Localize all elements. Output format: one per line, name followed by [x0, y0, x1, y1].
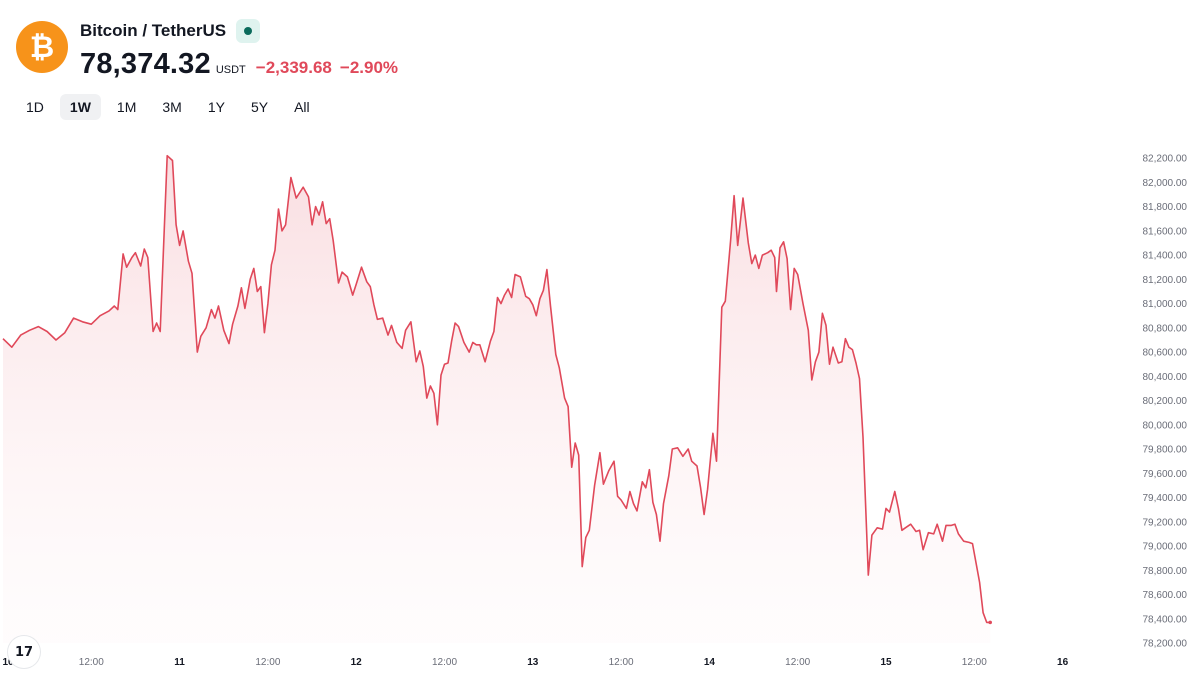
price-line[interactable] — [2, 154, 991, 624]
x-tick-time-label: 12:00 — [432, 657, 457, 668]
y-tick-label: 81,800.00 — [1143, 202, 1188, 213]
x-tick-time-label: 12:00 — [255, 657, 280, 668]
y-tick-label: 80,000.00 — [1143, 420, 1188, 431]
range-selector: 1D 1W 1M 3M 1Y 5Y All — [16, 94, 320, 120]
x-tick-day-label: 14 — [704, 657, 716, 668]
x-tick-time-label: 12:00 — [785, 657, 810, 668]
x-tick-day-label: 11 — [174, 657, 185, 668]
y-tick-label: 81,600.00 — [1143, 226, 1188, 237]
bitcoin-logo-icon: ₿ — [16, 21, 68, 73]
range-button-1m[interactable]: 1M — [116, 99, 137, 115]
y-tick-label: 79,000.00 — [1143, 542, 1188, 553]
y-tick-label: 80,400.00 — [1143, 372, 1188, 383]
x-tick-time-label: 12:00 — [609, 657, 634, 668]
x-tick-time-label: 12:00 — [962, 657, 987, 668]
y-tick-label: 80,600.00 — [1143, 348, 1188, 359]
y-tick-label: 81,000.00 — [1143, 299, 1188, 310]
y-tick-label: 82,200.00 — [1143, 154, 1188, 165]
y-tick-label: 80,200.00 — [1143, 396, 1188, 407]
x-tick-time-label: 12:00 — [79, 657, 104, 668]
price-change-absolute: −2,339.68 — [255, 58, 332, 77]
price-row: 78,374.32 USDT −2,339.68 −2.90% — [80, 48, 398, 81]
x-tick-day-label: 16 — [1057, 657, 1069, 668]
range-button-5y[interactable]: 5Y — [250, 99, 269, 115]
price-change-percent: −2.90% — [339, 58, 399, 77]
y-tick-label: 78,400.00 — [1143, 614, 1188, 625]
y-tick-label: 78,200.00 — [1143, 639, 1188, 650]
range-button-1w[interactable]: 1W — [59, 94, 101, 120]
range-button-3m[interactable]: 3M — [162, 99, 182, 115]
market-open-badge[interactable] — [236, 19, 261, 43]
y-tick-label: 79,200.00 — [1143, 517, 1188, 528]
price-area-fill — [3, 155, 991, 643]
y-tick-label: 80,800.00 — [1143, 323, 1188, 334]
y-tick-label: 81,400.00 — [1143, 251, 1188, 262]
live-dot-icon — [244, 27, 253, 35]
y-tick-label: 78,800.00 — [1143, 566, 1188, 577]
y-tick-label: 82,000.00 — [1143, 178, 1188, 189]
last-price-point — [988, 620, 992, 625]
tradingview-logo-icon[interactable]: 17 — [8, 636, 40, 668]
range-button-1y[interactable]: 1Y — [207, 99, 225, 115]
range-button-1d[interactable]: 1D — [26, 99, 44, 115]
y-tick-label: 78,600.00 — [1143, 590, 1188, 601]
y-tick-label: 79,400.00 — [1143, 493, 1188, 504]
last-price: 78,374.32 — [80, 48, 211, 80]
title-row: Bitcoin / TetherUS — [80, 18, 261, 44]
y-tick-label: 79,600.00 — [1143, 469, 1188, 480]
x-tick-day-label: 10 — [2, 657, 14, 668]
price-currency: USDT — [215, 64, 246, 76]
range-button-all[interactable]: All — [294, 99, 310, 115]
y-tick-label: 81,200.00 — [1143, 275, 1188, 286]
x-tick-day-label: 15 — [880, 657, 892, 668]
x-tick-day-label: 12 — [351, 657, 363, 668]
x-tick-day-label: 13 — [527, 657, 539, 668]
symbol-header: ₿ Bitcoin / TetherUS 78,374.32 USDT −2,3… — [16, 18, 716, 80]
symbol-title: Bitcoin / TetherUS — [80, 21, 227, 40]
y-tick-label: 79,800.00 — [1143, 445, 1188, 456]
